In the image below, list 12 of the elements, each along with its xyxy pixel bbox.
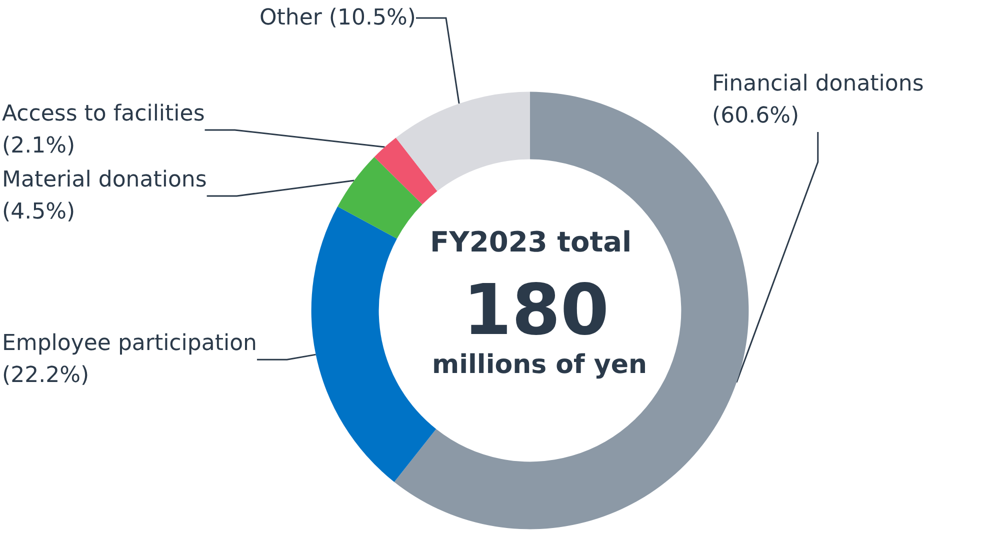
text: FY2023 total — [430, 226, 632, 258]
slice-label: Financial donations — [712, 72, 924, 96]
text: 180 — [463, 269, 610, 351]
data-label: (2.1%) — [2, 133, 76, 158]
slice-label: Employee participation — [2, 331, 257, 356]
slice-label: Other (10.5%) — [259, 6, 416, 30]
slice-label: Material donations — [2, 167, 207, 192]
slice-label: Access to facilities — [2, 101, 205, 126]
text: millions of yen — [432, 350, 647, 380]
data-label: (60.6%) — [712, 104, 800, 128]
data-label: (22.2%) — [2, 363, 90, 388]
data-label: (4.5%) — [2, 199, 76, 224]
